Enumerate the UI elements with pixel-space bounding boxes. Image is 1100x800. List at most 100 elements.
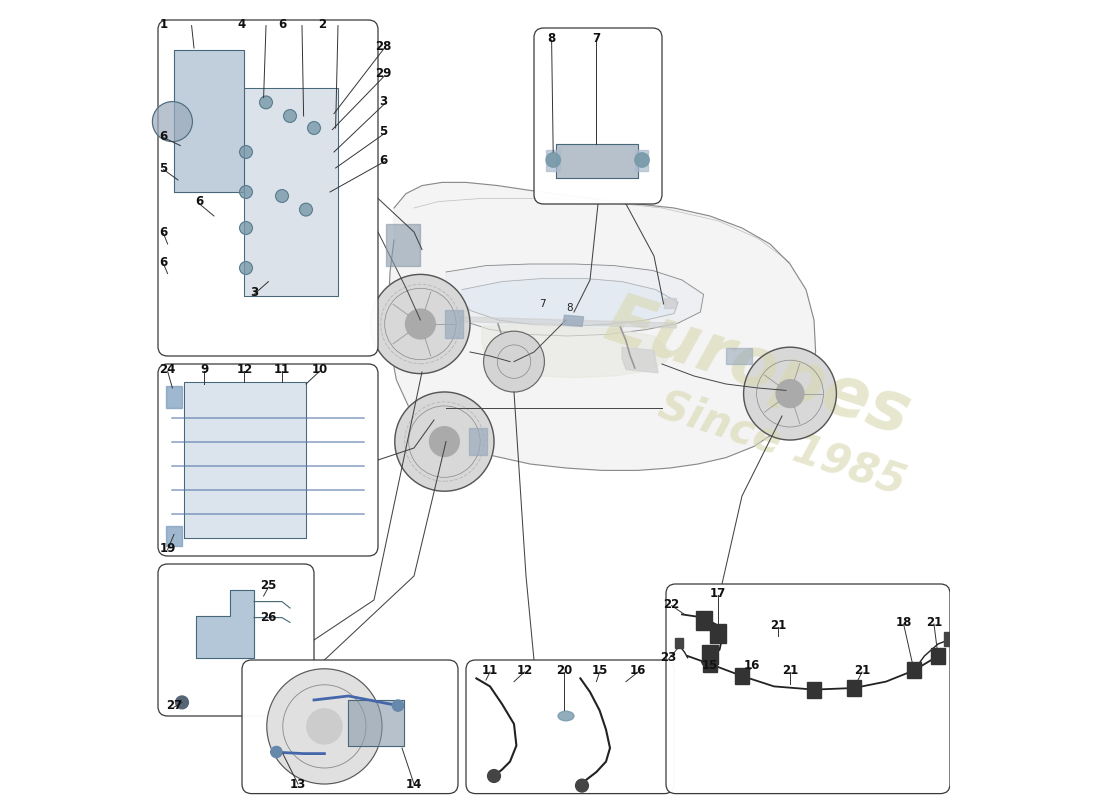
Circle shape [299,203,312,216]
Polygon shape [635,150,648,171]
Text: 21: 21 [926,616,942,629]
Circle shape [240,222,252,234]
Polygon shape [726,348,751,364]
Text: 22: 22 [663,598,680,610]
Text: 11: 11 [274,363,290,376]
Circle shape [240,146,252,158]
Text: 6: 6 [160,256,167,269]
Text: 6: 6 [278,18,286,30]
Polygon shape [166,526,182,546]
Polygon shape [563,315,584,326]
Circle shape [744,347,836,440]
Polygon shape [184,382,306,538]
Polygon shape [386,224,420,266]
Text: 25: 25 [261,579,276,592]
Polygon shape [806,682,822,698]
Polygon shape [944,632,950,646]
Text: 9: 9 [200,363,209,376]
Polygon shape [446,310,463,338]
Circle shape [240,262,252,274]
Polygon shape [847,680,861,696]
FancyBboxPatch shape [158,364,378,556]
Polygon shape [695,611,712,630]
Polygon shape [663,298,676,308]
Polygon shape [557,144,638,178]
Polygon shape [702,645,718,664]
Text: 18: 18 [895,616,912,629]
Circle shape [575,779,589,792]
FancyBboxPatch shape [666,584,950,794]
Text: 16: 16 [744,659,760,672]
Polygon shape [735,668,749,684]
Text: 27: 27 [166,699,183,712]
Text: 29: 29 [375,67,392,80]
Text: Europes: Europes [597,287,920,449]
Text: 8: 8 [548,32,556,45]
Text: 21: 21 [782,664,799,677]
Text: 24: 24 [160,363,176,376]
Text: 4: 4 [238,18,246,30]
Ellipse shape [558,711,574,721]
Text: 14: 14 [406,778,422,790]
Polygon shape [197,590,254,658]
Circle shape [276,190,288,202]
Polygon shape [470,428,486,455]
Text: 16: 16 [630,664,646,677]
Text: 28: 28 [375,40,392,53]
Circle shape [406,309,436,339]
Polygon shape [674,638,683,648]
Text: 15: 15 [702,659,718,672]
Text: 3: 3 [250,286,258,298]
Polygon shape [546,150,560,171]
Text: 19: 19 [160,542,176,554]
Circle shape [153,102,192,142]
Text: 6: 6 [160,130,167,142]
Circle shape [393,700,404,711]
Text: 6: 6 [196,195,204,208]
Text: 21: 21 [854,664,870,677]
Text: 21: 21 [770,619,786,632]
Circle shape [284,110,296,122]
Polygon shape [388,182,815,470]
FancyBboxPatch shape [242,660,458,794]
Polygon shape [461,317,676,328]
Polygon shape [244,88,338,296]
Circle shape [429,426,460,457]
Text: 2: 2 [318,18,326,30]
Text: 8: 8 [566,303,573,313]
Polygon shape [174,50,244,192]
Text: 13: 13 [290,778,306,790]
FancyBboxPatch shape [158,564,314,716]
Text: 23: 23 [660,651,676,664]
Polygon shape [906,662,921,678]
Circle shape [777,380,804,407]
Text: 15: 15 [592,664,608,677]
Text: 5: 5 [160,162,167,174]
Text: 20: 20 [557,664,572,677]
Circle shape [307,709,342,744]
FancyBboxPatch shape [466,660,674,794]
Circle shape [240,186,252,198]
Circle shape [395,392,494,491]
Polygon shape [349,700,405,746]
Polygon shape [931,648,945,664]
Text: 5: 5 [379,125,387,138]
Text: 7: 7 [592,32,601,45]
Text: 6: 6 [160,226,167,238]
Text: 6: 6 [379,154,387,166]
Circle shape [546,153,560,167]
Text: 26: 26 [261,611,276,624]
Polygon shape [482,325,670,378]
Text: Since 1985: Since 1985 [653,384,911,504]
Text: 12: 12 [516,664,532,677]
Polygon shape [446,264,704,336]
Text: 17: 17 [710,587,726,600]
Circle shape [487,770,500,782]
Text: 11: 11 [482,664,498,677]
Circle shape [176,696,188,709]
Circle shape [260,96,273,109]
Circle shape [271,746,282,758]
Circle shape [267,669,382,784]
Polygon shape [166,386,182,408]
Text: 3: 3 [379,95,387,108]
